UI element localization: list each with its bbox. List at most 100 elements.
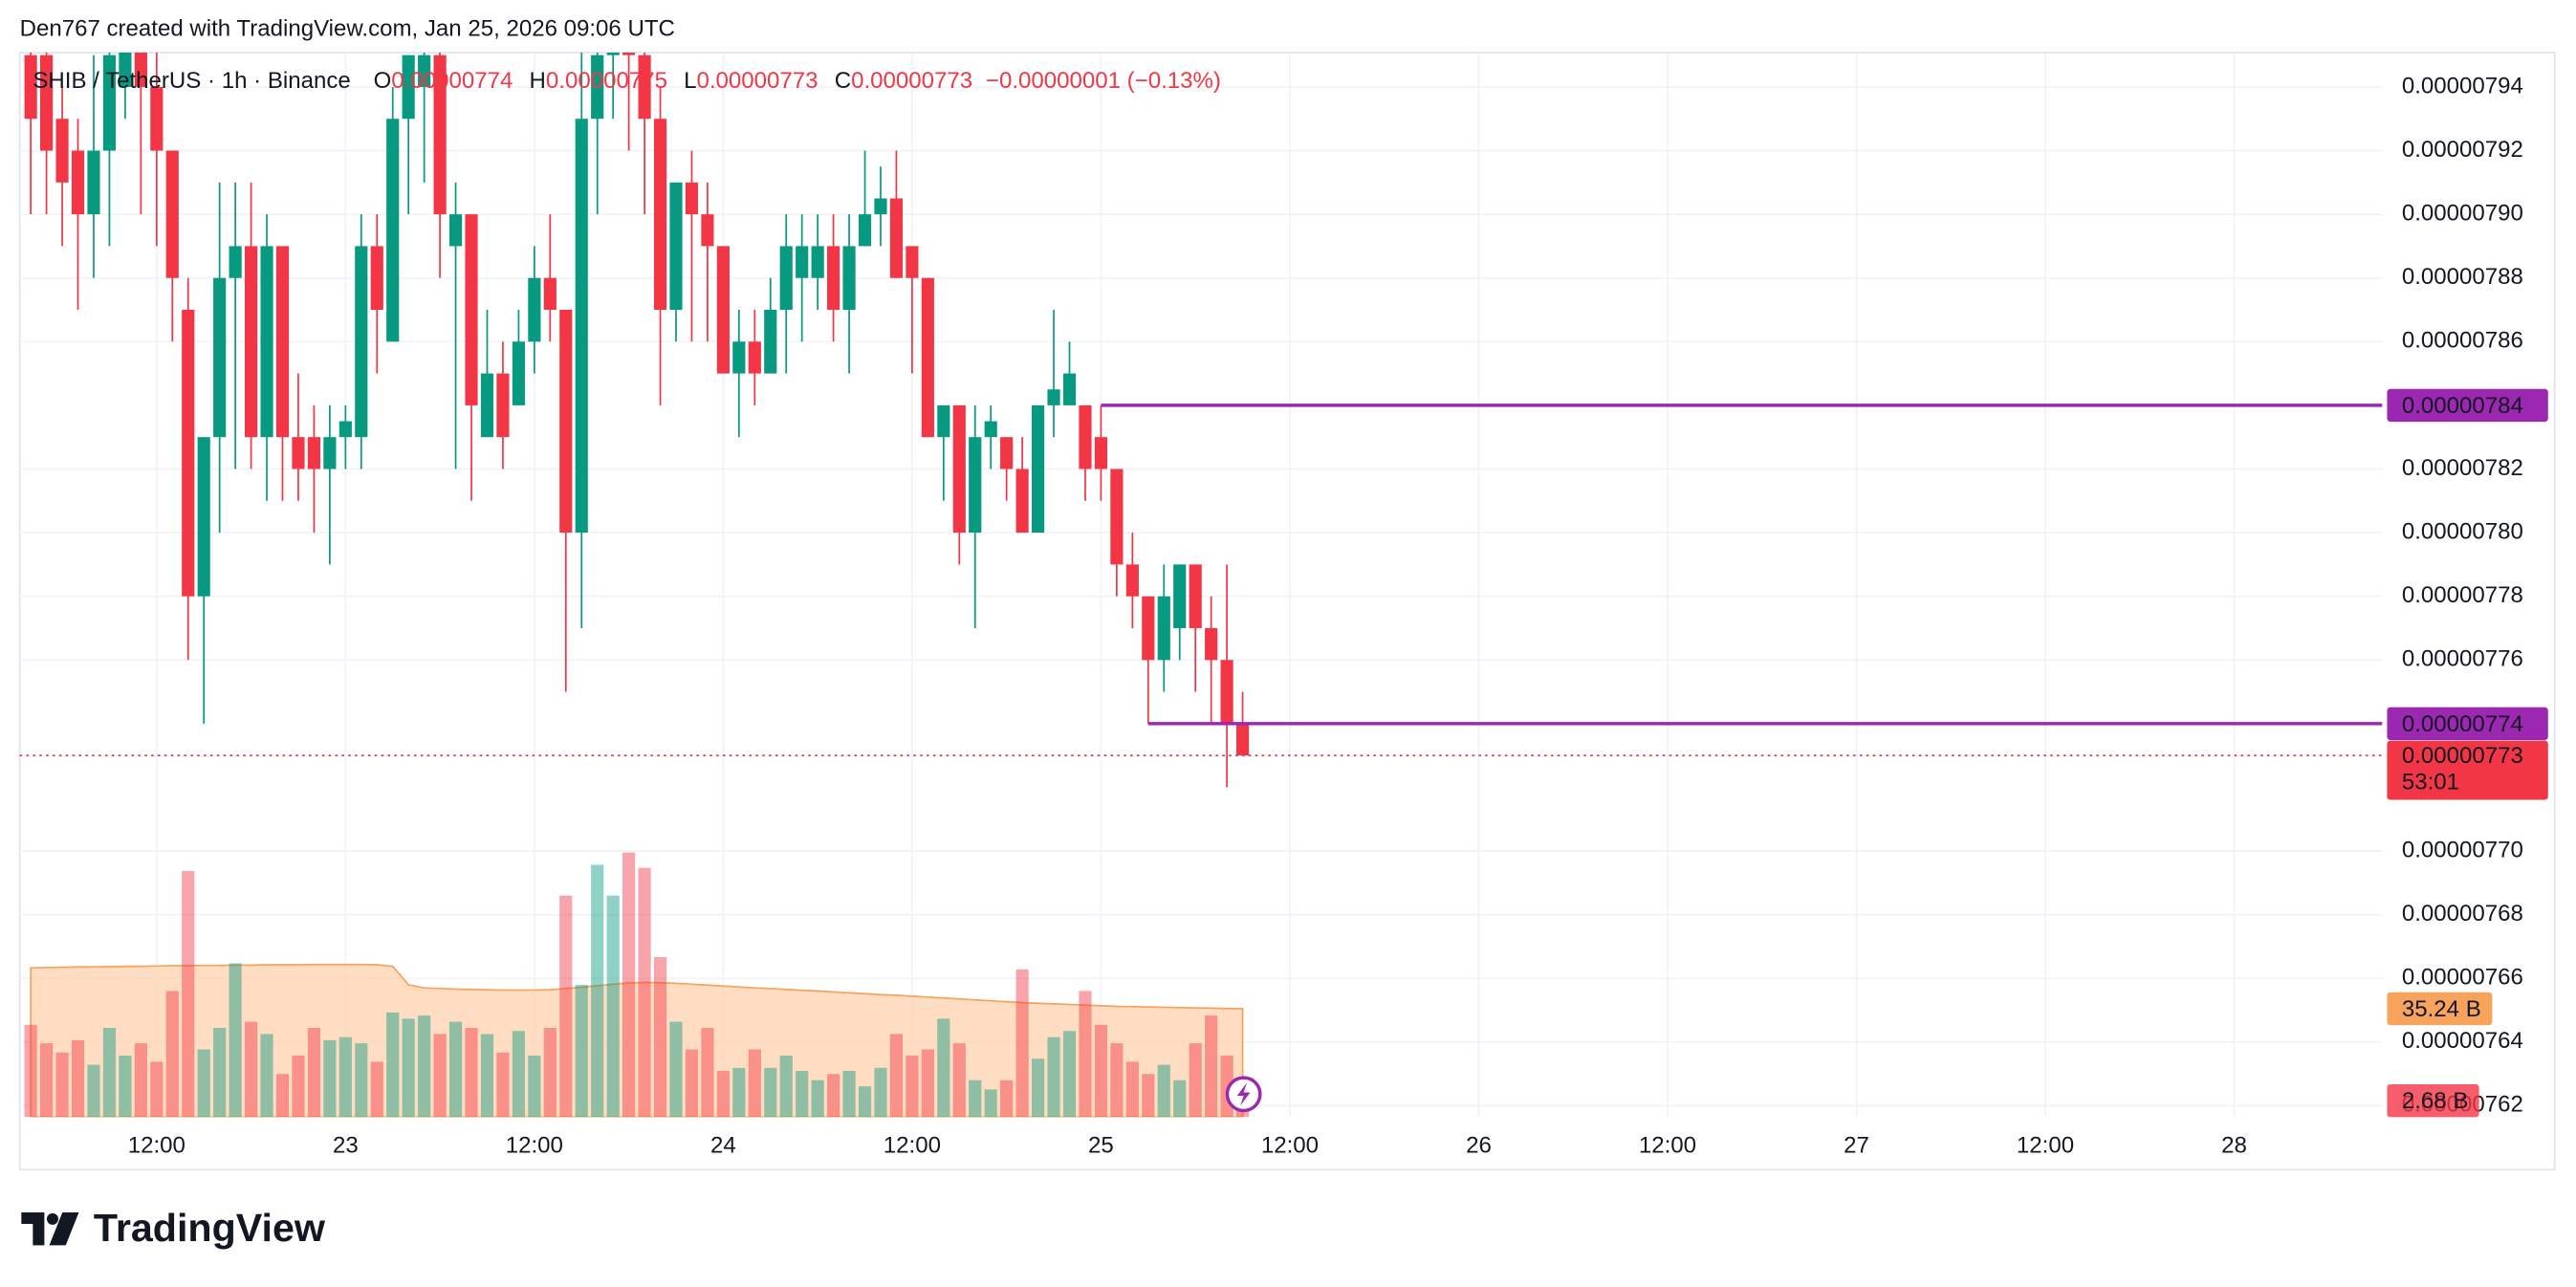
- ohlc-value: 0.00000773: [851, 68, 972, 94]
- volume-bar: [685, 1049, 699, 1118]
- ohlc-key: C: [835, 68, 851, 94]
- candle-body: [1173, 564, 1187, 628]
- volume-bar: [842, 1071, 856, 1118]
- volume-bar: [386, 1012, 400, 1118]
- volume-bar: [275, 1074, 290, 1118]
- volume-bar: [244, 1021, 258, 1118]
- volume-bar: [858, 1086, 872, 1118]
- volume-bar: [827, 1074, 840, 1118]
- volume-bar: [811, 1080, 824, 1118]
- x-tick-label: 27: [1844, 1133, 1869, 1159]
- candle-body: [1015, 469, 1029, 534]
- volume-bar: [182, 870, 195, 1118]
- candle-body: [779, 246, 793, 311]
- candle-body: [338, 421, 352, 438]
- candle-body: [1220, 660, 1233, 724]
- lightning-icon: [1225, 1076, 1262, 1113]
- y-tick-label: 0.00000782: [2402, 455, 2523, 481]
- x-tick-label: 26: [1466, 1133, 1492, 1159]
- volume-bar: [102, 1028, 117, 1118]
- candle-body: [480, 373, 494, 438]
- candle-body: [575, 119, 588, 534]
- x-tick-label: 25: [1088, 1133, 1114, 1159]
- candle-body: [1094, 437, 1108, 469]
- candle-body: [1142, 596, 1155, 661]
- volume-bar: [119, 1055, 132, 1118]
- candle-body: [1047, 389, 1060, 405]
- volume-bar: [55, 1052, 69, 1118]
- candle-body: [40, 55, 54, 151]
- candle-body: [528, 277, 541, 342]
- candle-body: [842, 246, 856, 311]
- candle-body: [921, 277, 934, 438]
- change: −0.00000001 (−0.13%): [986, 68, 1221, 94]
- volume-tag: [2387, 1083, 2479, 1118]
- candle-body: [87, 150, 100, 215]
- candle-body: [969, 437, 982, 534]
- volume-bar: [906, 1055, 919, 1118]
- candle-body: [134, 52, 147, 87]
- candle-body: [512, 341, 525, 405]
- candle-body: [260, 246, 273, 438]
- y-tick-label: 0.00000780: [2402, 518, 2523, 544]
- candle-body: [386, 119, 400, 342]
- volume-bar: [480, 1034, 494, 1118]
- candle-body: [465, 214, 478, 405]
- chart-frame: [18, 52, 2556, 1171]
- y-tick-label: 0.00000778: [2402, 582, 2523, 608]
- volume-bar: [448, 1021, 463, 1118]
- candle-body: [275, 246, 290, 438]
- candle-body: [1189, 564, 1202, 628]
- volume-bar: [1189, 1043, 1202, 1118]
- brand: TradingView: [94, 1206, 326, 1250]
- volume-bar: [701, 1028, 714, 1118]
- candle-body: [55, 119, 69, 183]
- volume-bar: [433, 1034, 447, 1118]
- candle-body: [355, 246, 368, 438]
- candle-body: [1031, 404, 1045, 534]
- candle-body: [543, 277, 557, 311]
- volume-bar: [355, 1043, 368, 1118]
- x-tick-label: 23: [333, 1133, 359, 1159]
- x-tick-label: 12:00: [2017, 1133, 2074, 1159]
- y-tick-label: 0.00000766: [2402, 965, 2523, 991]
- candle-body: [370, 246, 383, 311]
- candle-body: [1079, 404, 1092, 469]
- candle-body: [606, 52, 620, 55]
- x-tick-label: 12:00: [884, 1133, 941, 1159]
- plot-area: [24, 52, 1250, 1118]
- candle-body: [1205, 627, 1218, 661]
- volume-bar: [1031, 1058, 1045, 1118]
- volume-bar: [1205, 1015, 1218, 1118]
- volume-bar: [606, 895, 620, 1118]
- candle-body: [213, 277, 227, 438]
- candle-body: [858, 214, 872, 247]
- volume-bar: [591, 864, 604, 1118]
- candle-body: [292, 437, 305, 469]
- price-tag: [2387, 707, 2548, 741]
- x-tick-label: 12:00: [1639, 1133, 1696, 1159]
- volume-bar: [1142, 1074, 1155, 1118]
- volume-bar: [543, 1028, 557, 1118]
- candle-body: [1000, 437, 1014, 469]
- y-tick-label: 0.00000776: [2402, 646, 2523, 672]
- volume-bar: [1047, 1036, 1060, 1118]
- volume-bar: [952, 1043, 966, 1118]
- volume-bar: [150, 1061, 164, 1118]
- brand-logo: [21, 1211, 79, 1246]
- volume-bar: [622, 852, 636, 1118]
- candle-body: [748, 341, 761, 374]
- candle-body: [811, 246, 824, 278]
- overlay: [19, 404, 2383, 756]
- candle-body: [402, 55, 415, 120]
- volume-bar: [1000, 1080, 1014, 1118]
- volume-bar: [1125, 1061, 1139, 1118]
- candle-body: [732, 341, 746, 374]
- volume-bar: [213, 1028, 227, 1118]
- volume-bar: [779, 1055, 793, 1118]
- last-price-tag: [2387, 740, 2548, 800]
- volume-bar: [87, 1064, 100, 1118]
- volume-bar: [1157, 1064, 1170, 1118]
- symbol-legend: SHIB / TetherUS · 1h · Binance O0.000007…: [33, 68, 1221, 94]
- volume-bar: [1235, 1108, 1250, 1118]
